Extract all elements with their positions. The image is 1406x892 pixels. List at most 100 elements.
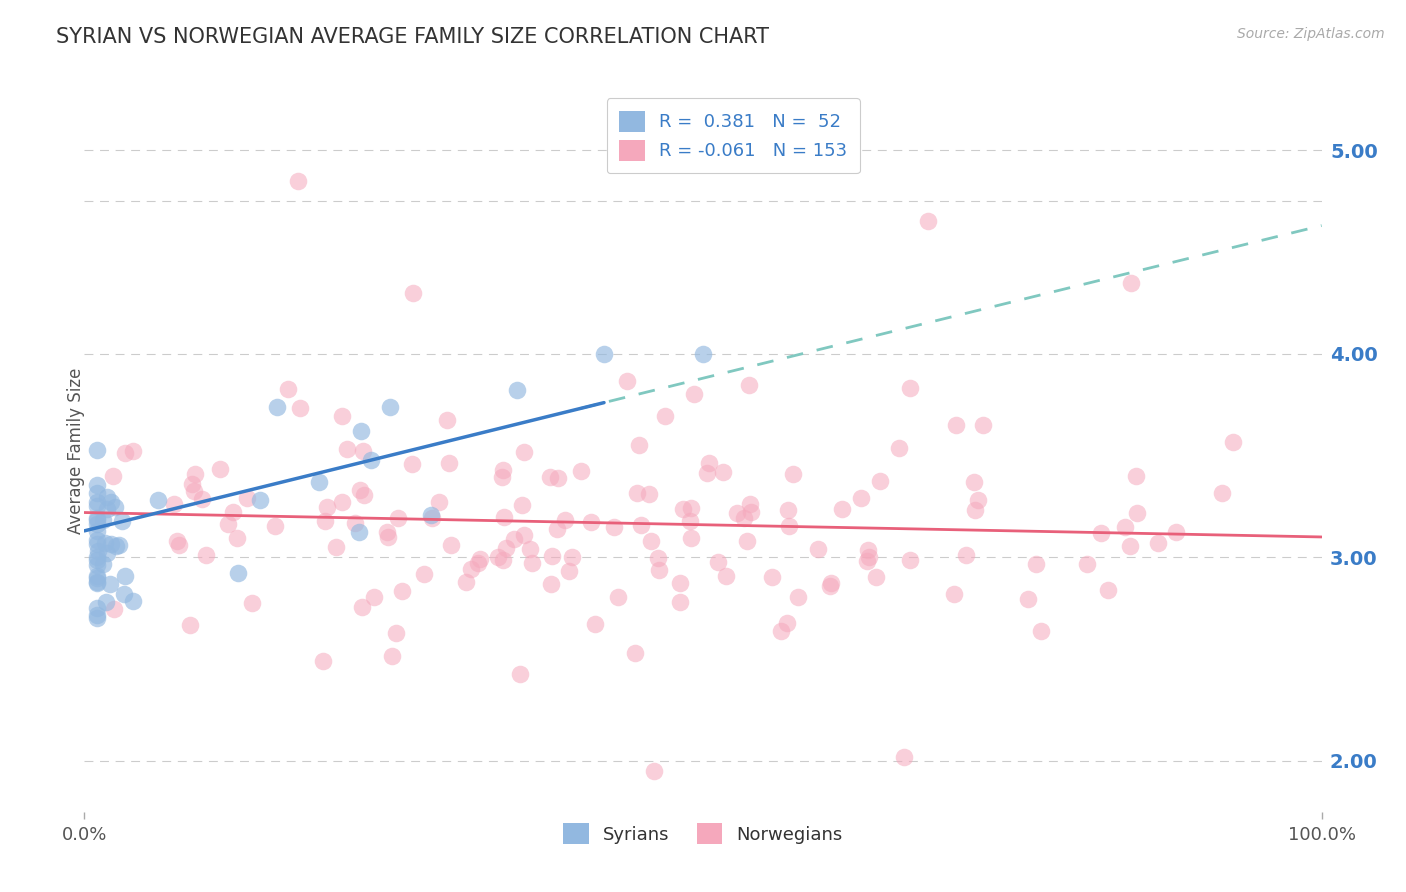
Point — [626, 486, 648, 500]
Point — [540, 577, 562, 591]
Point — [108, 538, 131, 552]
Point — [347, 524, 370, 539]
Point — [98, 577, 121, 591]
Point — [775, 615, 797, 630]
Point — [512, 445, 534, 459]
Point — [91, 557, 114, 571]
Point — [711, 465, 734, 479]
Point — [966, 492, 988, 507]
Point — [350, 600, 373, 615]
Point — [776, 503, 799, 517]
Point — [787, 590, 810, 604]
Point — [558, 564, 581, 578]
Point — [86, 571, 108, 585]
Point — [561, 549, 583, 564]
Point — [494, 510, 516, 524]
Point — [647, 550, 669, 565]
Point — [412, 567, 434, 582]
Point — [439, 538, 461, 552]
Point — [1166, 524, 1188, 539]
Point — [1121, 276, 1143, 290]
Point — [166, 533, 188, 548]
Point — [672, 501, 695, 516]
Point — [86, 442, 108, 457]
Point — [96, 546, 118, 560]
Point — [183, 484, 205, 499]
Point — [314, 514, 336, 528]
Point — [353, 488, 375, 502]
Point — [640, 534, 662, 549]
Point — [179, 618, 201, 632]
Point — [486, 549, 509, 564]
Point — [495, 541, 517, 555]
Point — [893, 749, 915, 764]
Point — [86, 576, 108, 591]
Point — [831, 502, 853, 516]
Point — [363, 590, 385, 604]
Y-axis label: Average Family Size: Average Family Size — [67, 368, 84, 533]
Point — [330, 495, 353, 509]
Point — [807, 542, 830, 557]
Point — [603, 520, 626, 534]
Point — [624, 646, 647, 660]
Point — [86, 533, 108, 547]
Point — [335, 442, 357, 457]
Point — [569, 464, 592, 478]
Point — [643, 764, 665, 778]
Point — [420, 511, 443, 525]
Point — [648, 563, 671, 577]
Point — [266, 400, 288, 414]
Point — [654, 409, 676, 423]
Point — [889, 441, 911, 455]
Point — [546, 522, 568, 536]
Point — [512, 528, 534, 542]
Legend: Syrians, Norwegians: Syrians, Norwegians — [554, 814, 852, 854]
Point — [470, 551, 492, 566]
Point — [492, 463, 515, 477]
Point — [114, 446, 136, 460]
Point — [491, 470, 513, 484]
Point — [360, 452, 382, 467]
Point — [86, 485, 108, 500]
Point — [240, 596, 263, 610]
Point — [387, 511, 409, 525]
Point — [869, 474, 891, 488]
Point — [554, 513, 576, 527]
Point — [375, 524, 398, 539]
Point — [579, 515, 602, 529]
Point — [1090, 525, 1112, 540]
Text: SYRIAN VS NORWEGIAN AVERAGE FAMILY SIZE CORRELATION CHART: SYRIAN VS NORWEGIAN AVERAGE FAMILY SIZE … — [56, 27, 769, 46]
Point — [616, 374, 638, 388]
Point — [492, 553, 515, 567]
Point — [965, 502, 987, 516]
Point — [1125, 468, 1147, 483]
Point — [697, 456, 720, 470]
Point — [1211, 485, 1233, 500]
Point — [467, 557, 489, 571]
Point — [506, 383, 529, 397]
Point — [427, 494, 450, 508]
Point — [222, 505, 245, 519]
Point — [350, 425, 373, 439]
Point — [86, 513, 108, 527]
Point — [733, 511, 755, 525]
Point — [86, 601, 108, 615]
Point — [167, 538, 190, 552]
Point — [1147, 535, 1170, 549]
Point — [100, 495, 122, 509]
Point — [86, 569, 108, 583]
Point — [855, 554, 877, 568]
Point — [86, 611, 108, 625]
Point — [236, 491, 259, 506]
Point — [378, 400, 401, 414]
Point — [761, 569, 783, 583]
Point — [381, 648, 404, 663]
Point — [249, 493, 271, 508]
Point — [162, 497, 184, 511]
Point — [96, 501, 118, 516]
Point — [111, 514, 134, 528]
Point — [820, 576, 842, 591]
Text: Source: ZipAtlas.com: Source: ZipAtlas.com — [1237, 27, 1385, 41]
Point — [436, 413, 458, 427]
Point — [669, 595, 692, 609]
